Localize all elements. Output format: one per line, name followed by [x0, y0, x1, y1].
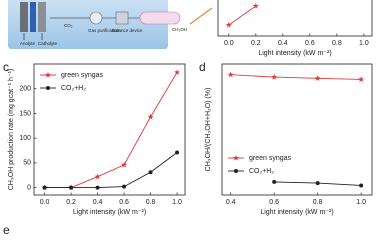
marker-circle [95, 185, 100, 190]
balance-device [115, 11, 129, 25]
x-axis-label: Light intensity (kW m⁻²) [260, 209, 333, 216]
x-tick-label: 0.4 [278, 40, 288, 47]
gas-purifier [89, 11, 103, 25]
marker-star [174, 69, 181, 75]
marker-star [271, 73, 278, 80]
x-tick-label: 0.6 [269, 199, 279, 206]
diagram-label: Balance device [112, 28, 143, 33]
legend-label: green syngas [61, 72, 104, 79]
x-tick-label: 0.2 [66, 199, 76, 206]
marker-circle [148, 170, 153, 175]
marker-star [94, 173, 101, 180]
y-axis-label: CH₃OH/(CH₃OH+H₂O) (%) [205, 88, 212, 172]
marker-star [225, 21, 232, 28]
diagram-label: Gas purification [88, 28, 120, 33]
marker-circle [315, 181, 320, 186]
schematic: Anolyte Catholyte CO₂ Gas purification B… [8, 0, 213, 49]
diagram-label: CO₂ [64, 23, 73, 28]
y-axis-label: CH₃OH production rate (mg gcat⁻¹ h⁻¹) [8, 69, 15, 191]
series-line [44, 152, 178, 189]
cell-plate [38, 2, 46, 32]
marker-star [314, 75, 321, 81]
x-tick-label: 1.0 [172, 199, 182, 206]
diagram-label: Catholyte [38, 41, 58, 46]
y-tick-label: 0 [27, 184, 31, 191]
x-tick-label: 0.4 [226, 199, 236, 206]
x-tick-label: 0.0 [40, 199, 50, 206]
arrow [189, 7, 213, 25]
cell-plate [20, 2, 28, 32]
membrane [30, 2, 36, 32]
legend-marker [44, 71, 52, 78]
series-line [228, 5, 257, 26]
marker-circle [272, 179, 277, 184]
marker-circle [69, 185, 74, 190]
x-tick-label: 0.2 [251, 40, 261, 47]
y-tick-label: 100 [19, 135, 31, 142]
x-tick-label: 1.0 [359, 40, 369, 47]
marker-circle [175, 150, 180, 155]
panel-label: e [3, 223, 10, 236]
x-tick-label: 0.8 [332, 40, 342, 47]
x-tick-label: 0.8 [146, 199, 156, 206]
x-tick-label: 0.4 [93, 199, 103, 206]
plot-frame [33, 63, 186, 196]
diagram-label: Anolyte [20, 41, 36, 46]
legend-label: CO₂+H₂ [249, 168, 274, 175]
x-tick-label: 0.6 [305, 40, 315, 47]
legend-label: green syngas [249, 155, 292, 162]
legend-marker [234, 169, 238, 173]
marker-star [252, 2, 259, 9]
marker-star [358, 76, 365, 83]
marker-star [121, 161, 128, 168]
marker-star [227, 71, 234, 78]
marker-circle [122, 184, 127, 189]
diagram-label: CH₃OH [172, 27, 187, 32]
x-tick-label: 0.0 [224, 40, 234, 47]
series-line [230, 74, 362, 80]
legend-marker [46, 86, 50, 90]
plot-frame [221, 63, 373, 196]
panel-label: d [199, 60, 206, 74]
y-tick-label: 200 [19, 86, 31, 93]
marker-circle [42, 185, 47, 190]
x-tick-label: 0.6 [119, 199, 129, 206]
panel-label: c [3, 60, 9, 74]
marker-star [147, 113, 154, 120]
y-tick-label: 150 [19, 110, 31, 117]
x-tick-label: 0.8 [313, 199, 323, 206]
legend-marker [232, 154, 240, 161]
x-axis-label: Light intensity (kW m⁻²) [73, 209, 146, 216]
x-tick-label: 1.0 [356, 199, 366, 206]
x-axis-label: Light intensity (kW m⁻²) [258, 50, 331, 57]
legend-label: CO₂+H₂ [61, 85, 86, 92]
reactor [139, 11, 181, 25]
plot-frame [217, 0, 373, 37]
marker-circle [359, 183, 364, 188]
y-tick-label: 50 [23, 160, 31, 167]
